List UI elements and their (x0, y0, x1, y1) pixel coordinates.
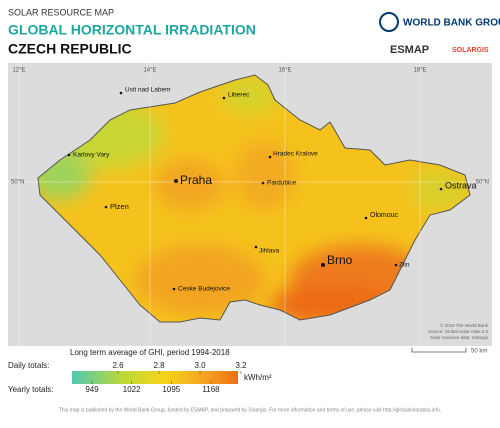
city-label: Karlovy Vary (73, 152, 110, 159)
title: GLOBAL HORIZONTAL IRRADIATION (8, 22, 256, 38)
city-label: Plzen (110, 202, 129, 211)
legend-ticks: 2.6 2.8 3.0 3.2 949 1022 1095 1168 (85, 361, 247, 394)
lat-label: 50°N (476, 180, 489, 186)
lon-label: 18°E (413, 68, 426, 74)
tick-label: 3.0 (194, 361, 206, 370)
credit: © 2019 The World Bank (440, 322, 489, 328)
wb-logo (379, 12, 399, 32)
subtitle: CZECH REPUBLIC (8, 41, 132, 57)
lon-label: 14°E (143, 68, 156, 74)
kicker: SOLAR RESOURCE MAP (8, 7, 114, 17)
city-label: Hradec Kralove (273, 151, 318, 158)
city-label: Pardubice (267, 180, 297, 187)
lon-label: 16°E (278, 68, 291, 74)
city-dot (261, 181, 265, 185)
tick-label: 949 (85, 385, 99, 394)
city-dot (321, 263, 325, 267)
city-dot (254, 245, 258, 249)
tick-label: 1095 (162, 385, 180, 394)
daily-label: Daily totals: (8, 361, 49, 370)
color-bar (72, 371, 238, 384)
city-dot (394, 263, 398, 267)
city-label: Praha (180, 173, 212, 187)
lat-label: 50°N (11, 180, 24, 186)
city-label: Ceske Budejovice (178, 286, 230, 293)
tick-label: 1168 (202, 385, 220, 394)
legend-title: Long term average of GHI, period 1994-20… (70, 348, 230, 357)
cities: Liberec Usti nad Labem Karlovy Vary Hradec … (67, 87, 477, 293)
city-dot (222, 96, 226, 100)
city-dot (119, 91, 123, 95)
city-label: Zlin (399, 262, 410, 269)
credit: Solar resource data: Solargis (430, 335, 489, 340)
yearly-label: Yearly totals: (8, 385, 54, 394)
city-dot (174, 179, 178, 183)
city-dot (364, 216, 368, 220)
wb-text: WORLD BANK GROUP (403, 18, 500, 29)
solargis: SOLARGIS (452, 47, 489, 54)
scale-bar (411, 348, 467, 353)
credit: Source: Global Solar Atlas 2.0 (428, 329, 489, 334)
tick-label: 2.6 (112, 361, 124, 370)
tick-label: 1022 (123, 385, 141, 394)
footer: This map is published by the World Bank … (59, 407, 441, 413)
tick-label: 3.2 (235, 361, 247, 370)
unit: kWh/m² (244, 373, 272, 382)
tick-label: 2.8 (153, 361, 165, 370)
scale-label: 50 km (471, 349, 487, 355)
city-label: Jihlava (259, 248, 280, 255)
city-dot (268, 155, 272, 159)
city-label: Usti nad Labem (125, 87, 171, 94)
city-label: Olomouc (370, 212, 399, 219)
city-dot (439, 187, 443, 191)
city-dot (104, 205, 108, 209)
city-label: Ostrava (445, 180, 477, 190)
city-label: Brno (327, 253, 353, 267)
city-dot (172, 287, 176, 291)
esmap: ESMAP (390, 44, 429, 56)
city-dot (67, 153, 71, 157)
city-label: Liberec (228, 92, 250, 99)
map: 12°E 14°E 16°E 18°E 50°N 50°N Liberec Ust… (8, 63, 492, 346)
lon-label: 12°E (12, 68, 25, 74)
